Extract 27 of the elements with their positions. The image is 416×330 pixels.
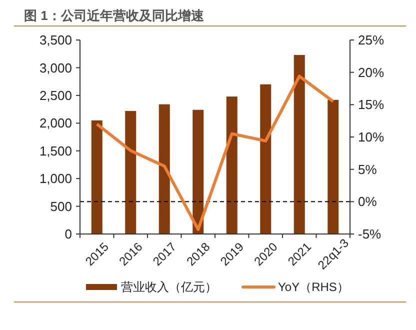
- bar: [328, 100, 339, 234]
- y-tick-label: 2,500: [39, 88, 72, 103]
- legend-label: 营业收入（亿元）: [121, 280, 217, 294]
- y-tick-label: 1,000: [39, 171, 72, 186]
- y2-tick-label: 10%: [358, 130, 384, 145]
- y2-tick-label: 15%: [358, 97, 384, 112]
- bar: [260, 84, 272, 234]
- y-tick-label: 3,000: [39, 60, 72, 76]
- bar: [91, 120, 102, 234]
- y-tick-label: 500: [50, 198, 72, 214]
- legend-label: YoY（RHS）: [278, 280, 349, 294]
- bar: [192, 110, 204, 234]
- bar: [158, 104, 170, 234]
- bar: [226, 96, 238, 234]
- y-tick-label: 3,500: [39, 32, 72, 48]
- chart-title: 图 1：公司近年营收及同比增速: [24, 8, 205, 23]
- y-tick-label: 1,500: [39, 143, 72, 158]
- bar: [294, 54, 305, 234]
- y2-tick-label: 25%: [358, 32, 384, 48]
- y2-tick-label: 0%: [358, 194, 378, 210]
- line-series: [95, 74, 335, 231]
- y2-tick-label: -5%: [358, 226, 382, 242]
- y2-tick-label: 20%: [358, 64, 384, 80]
- y-tick-label: 0: [64, 226, 72, 242]
- bar: [125, 110, 136, 234]
- y2-tick-label: 5%: [358, 162, 378, 177]
- y-tick-label: 2,000: [39, 116, 72, 131]
